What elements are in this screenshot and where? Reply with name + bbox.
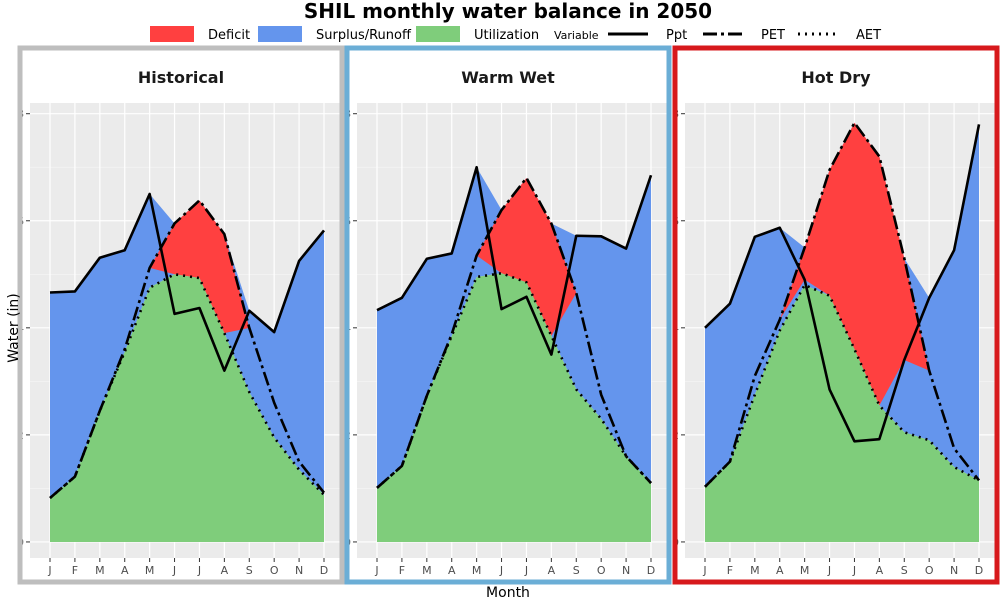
- series-line-aet: [376, 271, 652, 489]
- x-tick-label: N: [295, 564, 303, 577]
- legend-label-2: Utilization: [474, 28, 539, 43]
- x-tick-label: S: [901, 564, 908, 577]
- x-tick-label: A: [221, 564, 229, 577]
- panel-strip: [675, 52, 997, 103]
- x-tick-label: A: [776, 564, 784, 577]
- x-tick-label: M: [750, 564, 760, 577]
- legend-variable-title: Variable: [554, 29, 599, 42]
- x-tick-label: F: [72, 564, 78, 577]
- x-tick-label: J: [524, 564, 528, 577]
- utilization-area: [377, 273, 651, 542]
- x-tick-label: D: [647, 564, 655, 577]
- x-tick-label: A: [448, 564, 456, 577]
- series-line-ppt: [376, 165, 653, 356]
- x-tick-label: J: [827, 564, 831, 577]
- legend-swatch-2: [416, 26, 460, 42]
- legend: Deficit Surplus/Runoff Utilization Variable…: [150, 26, 881, 43]
- panel-title: Warm Wet: [461, 68, 555, 87]
- x-tick-label: J: [47, 564, 51, 577]
- x-tick-label: S: [246, 564, 253, 577]
- x-tick-label: O: [925, 564, 934, 577]
- panel-border: [672, 45, 1000, 585]
- y-axis-label: Water (in): [6, 293, 22, 363]
- x-tick-label: N: [950, 564, 958, 577]
- panel-strip: [347, 52, 669, 103]
- x-axis-label: Month: [486, 585, 530, 600]
- x-tick-label: D: [975, 564, 983, 577]
- x-tick-label: M: [95, 564, 105, 577]
- deficit-area: [50, 200, 324, 499]
- chart-title: SHIL monthly water balance in 2050: [304, 0, 712, 23]
- series-line-ppt: [704, 124, 981, 443]
- legend-line-label-2: AET: [856, 28, 881, 43]
- x-tick-label: A: [121, 564, 129, 577]
- legend-line-label-0: Ppt: [666, 28, 687, 43]
- legend-label-0: Deficit: [208, 28, 250, 43]
- surplus-area: [377, 167, 651, 488]
- x-tick-label: J: [374, 564, 378, 577]
- panel-border: [17, 45, 345, 585]
- legend-swatch-0: [150, 26, 194, 42]
- x-tick-label: N: [622, 564, 630, 577]
- x-tick-label: D: [320, 564, 328, 577]
- x-tick-label: F: [727, 564, 733, 577]
- deficit-area: [705, 122, 979, 487]
- series-line-ppt: [49, 192, 326, 372]
- x-tick-label: J: [852, 564, 856, 577]
- legend-swatch-1: [258, 26, 302, 42]
- x-tick-label: M: [472, 564, 482, 577]
- panel-title: Hot Dry: [801, 68, 871, 87]
- x-tick-label: S: [573, 564, 580, 577]
- surplus-area: [50, 194, 324, 499]
- x-tick-label: M: [422, 564, 432, 577]
- panel-border: [344, 45, 672, 585]
- panel-strip: [20, 52, 342, 103]
- x-tick-label: J: [499, 564, 503, 577]
- legend-line-label-1: PET: [761, 28, 785, 43]
- deficit-area: [377, 177, 651, 488]
- x-tick-label: O: [597, 564, 606, 577]
- x-tick-label: O: [270, 564, 279, 577]
- panel-title: Historical: [138, 68, 224, 87]
- x-tick-label: M: [800, 564, 810, 577]
- x-tick-label: A: [548, 564, 556, 577]
- x-tick-label: A: [876, 564, 884, 577]
- series-line-pet: [704, 121, 981, 488]
- x-tick-label: J: [702, 564, 706, 577]
- series-line-pet: [376, 176, 652, 489]
- x-tick-label: J: [172, 564, 176, 577]
- legend-label-1: Surplus/Runoff: [316, 28, 412, 43]
- utilization-area: [50, 274, 324, 542]
- series-line-pet: [49, 199, 326, 500]
- x-tick-label: M: [145, 564, 155, 577]
- series-line-aet: [49, 272, 325, 500]
- x-tick-label: F: [399, 564, 405, 577]
- x-tick-label: J: [197, 564, 201, 577]
